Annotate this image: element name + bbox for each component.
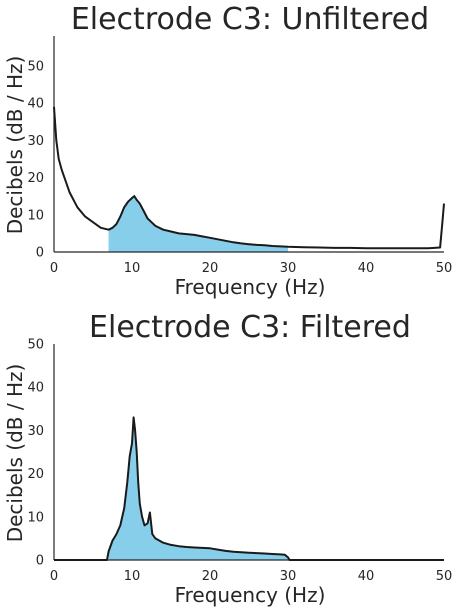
chart-unfiltered: Electrode C3: Unfiltered Decibels (dB / … xyxy=(3,2,452,299)
x-tick-label: 40 xyxy=(358,569,375,584)
x-tick-label: 0 xyxy=(50,261,58,276)
y-tick-label: 50 xyxy=(27,338,44,353)
x-tick-label: 0 xyxy=(50,569,58,584)
y-axis-label: Decibels (dB / Hz) xyxy=(3,56,27,235)
chart-title: Electrode C3: Filtered xyxy=(89,310,411,345)
x-axis-label: Frequency (Hz) xyxy=(175,583,326,607)
y-axis-label: Decibels (dB / Hz) xyxy=(3,364,27,543)
y-tick-label: 50 xyxy=(27,59,44,74)
x-tick-label: 50 xyxy=(436,261,453,276)
x-tick-label: 50 xyxy=(436,569,453,584)
y-tick-label: 0 xyxy=(36,246,44,261)
plot-area: 0 10 20 30 40 50 0 10 20 30 40 50 xyxy=(27,338,452,585)
y-tick-label: 10 xyxy=(27,208,44,223)
band-fill xyxy=(108,417,288,560)
y-tick-label: 20 xyxy=(27,467,44,482)
x-tick-label: 20 xyxy=(202,569,219,584)
x-tick-label: 10 xyxy=(124,261,141,276)
chart-filtered: Electrode C3: Filtered Decibels (dB / Hz… xyxy=(3,310,452,607)
x-tick-label: 10 xyxy=(124,569,141,584)
y-tick-label: 30 xyxy=(27,134,44,149)
x-tick-label: 20 xyxy=(202,261,219,276)
y-tick-label: 0 xyxy=(36,554,44,569)
x-axis-label: Frequency (Hz) xyxy=(175,275,326,299)
y-tick-label: 30 xyxy=(27,424,44,439)
series-line xyxy=(54,416,444,561)
y-tick-label: 10 xyxy=(27,510,44,525)
plot-area: 0 10 20 30 40 50 0 10 20 30 40 50 xyxy=(27,36,452,276)
x-tick-label: 30 xyxy=(280,261,297,276)
band-fill xyxy=(108,196,288,252)
series-line xyxy=(53,106,445,250)
y-tick-label: 40 xyxy=(27,381,44,396)
y-tick-label: 20 xyxy=(27,171,44,186)
y-tick-label: 40 xyxy=(27,97,44,112)
x-tick-label: 30 xyxy=(280,569,297,584)
chart-title: Electrode C3: Unfiltered xyxy=(71,2,429,37)
x-tick-label: 40 xyxy=(358,261,375,276)
